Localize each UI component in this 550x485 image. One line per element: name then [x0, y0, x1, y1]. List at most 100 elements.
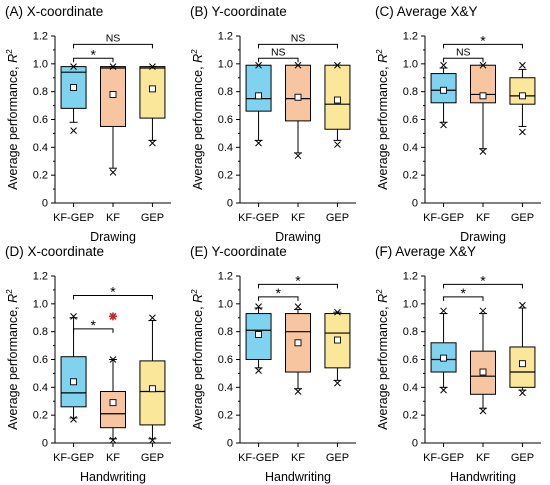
x-axis-label: Drawing — [460, 230, 506, 244]
mean-marker — [518, 360, 526, 368]
y-axis-label: Average performance, R2 — [4, 289, 20, 430]
significance-bracket: * — [258, 285, 299, 301]
mean-marker — [440, 354, 448, 362]
bracket-line — [443, 283, 523, 289]
box-kf — [470, 61, 496, 155]
bracket-line — [258, 296, 299, 301]
y-axis-label-text: Average performance, — [6, 303, 20, 430]
box-gep — [324, 61, 351, 148]
x-tick-label: KF — [476, 212, 490, 224]
y-tick-label: 1.0 — [403, 298, 418, 310]
min-marker — [70, 127, 77, 134]
significance-bracket: * — [258, 272, 338, 288]
y-axis-label-r: R — [6, 294, 20, 303]
min-marker — [519, 128, 526, 136]
y-tick-label: 0.8 — [33, 326, 48, 338]
x-tick-label: KF — [291, 452, 305, 464]
outlier-marker — [109, 312, 117, 321]
bracket-label: NS — [271, 46, 286, 58]
bracket-label: NS — [291, 32, 306, 44]
x-axis-label: Drawing — [90, 230, 136, 244]
mean-marker — [109, 399, 117, 407]
y-axis-label-r: R — [6, 54, 20, 63]
y-tick-label: 0.6 — [403, 354, 418, 366]
bracket-line — [258, 57, 299, 63]
max-marker — [479, 61, 487, 69]
y-tick-label: 0.8 — [218, 86, 233, 98]
y-tick-label: 1.0 — [403, 58, 418, 70]
max-marker — [255, 61, 262, 69]
bracket-label: * — [480, 32, 486, 48]
mean-marker — [70, 378, 78, 386]
y-tick-label: 1.2 — [218, 31, 233, 43]
x-tick-label: KF — [291, 212, 305, 224]
y-axis-label: Average performance, R2 — [4, 49, 20, 190]
y-tick-label: 0.6 — [218, 114, 233, 126]
y-tick-label: 0.6 — [403, 114, 418, 126]
x-tick-label: GEP — [511, 452, 534, 464]
bracket-line — [73, 328, 114, 333]
y-tick-label: 0.8 — [403, 86, 418, 98]
y-axis-label-r: R — [376, 54, 390, 63]
min-marker — [149, 139, 156, 147]
y-tick-label: 0.2 — [218, 410, 233, 422]
bracket-label: * — [110, 283, 116, 299]
panel-title: (F) Average X&Y — [375, 244, 476, 259]
significance-bracket: * — [73, 317, 114, 333]
y-tick-label: 0 — [42, 198, 48, 210]
mean-marker — [294, 339, 302, 347]
mean-marker — [479, 92, 487, 100]
box-kf-gep — [60, 63, 87, 134]
min-marker — [70, 415, 77, 423]
max-marker — [440, 307, 447, 315]
x-tick-label: GEP — [141, 452, 164, 464]
y-tick-label: 0.2 — [403, 410, 418, 422]
mean-marker — [333, 96, 341, 104]
mean-marker — [479, 368, 487, 376]
y-tick-label: 0.4 — [33, 142, 48, 154]
y-tick-label: 0.8 — [33, 86, 48, 98]
max-marker — [255, 303, 262, 310]
iqr-box — [139, 66, 166, 119]
min-marker — [519, 389, 526, 397]
panel-6: (F) Average X&Y 0 0.2 0.4 0.6 0.8 1.0 1.2 Averag… — [374, 244, 541, 484]
y-tick-label: 0.2 — [33, 170, 48, 182]
x-tick-label: KF-GEP — [423, 212, 464, 224]
y-axis-label-sup: 2 — [374, 49, 384, 54]
min-marker — [294, 388, 302, 395]
y-tick-label: 0 — [42, 438, 48, 450]
x-axis-label: Handwriting — [450, 470, 516, 484]
x-tick-label: GEP — [141, 212, 164, 224]
x-tick-label: KF — [106, 452, 120, 464]
panel-title: (D) X-coordinate — [5, 244, 104, 259]
y-tick-label: 0.6 — [218, 354, 233, 366]
panel-4: (D) X-coordinate 0 0.2 0.4 0.6 0.8 1.0 1.2 Avera… — [4, 244, 171, 484]
mean-marker — [70, 84, 78, 91]
y-tick-label: 0.8 — [218, 326, 233, 338]
bracket-line — [443, 57, 484, 63]
x-tick-label: GEP — [326, 212, 349, 224]
y-tick-label: 0.6 — [33, 354, 48, 366]
y-axis-label-r: R — [191, 54, 205, 63]
iqr-box — [285, 64, 311, 122]
y-tick-label: 0.4 — [403, 142, 418, 154]
min-marker — [149, 436, 156, 444]
box-kf — [100, 312, 126, 444]
min-marker — [109, 169, 117, 176]
panel-2: (B) Y-coordinate 0 0.2 0.4 0.6 0.8 1.0 1.2 Avera… — [189, 4, 356, 244]
y-axis-label: Average performance, R2 — [189, 49, 205, 190]
y-axis-label: Average performance, R2 — [189, 289, 205, 430]
mean-marker — [440, 86, 448, 94]
max-marker — [334, 308, 341, 316]
x-tick-label: KF-GEP — [423, 452, 464, 464]
significance-bracket: * — [443, 32, 523, 49]
box-kf — [285, 61, 311, 160]
max-marker — [294, 61, 302, 69]
bracket-line — [73, 294, 153, 300]
panel-title: (A) X-coordinate — [5, 4, 103, 19]
max-marker — [70, 313, 77, 320]
bracket-label: NS — [106, 32, 121, 44]
iqr-box — [139, 360, 166, 426]
y-tick-label: 0.4 — [403, 382, 418, 394]
y-tick-label: 0.2 — [33, 410, 48, 422]
